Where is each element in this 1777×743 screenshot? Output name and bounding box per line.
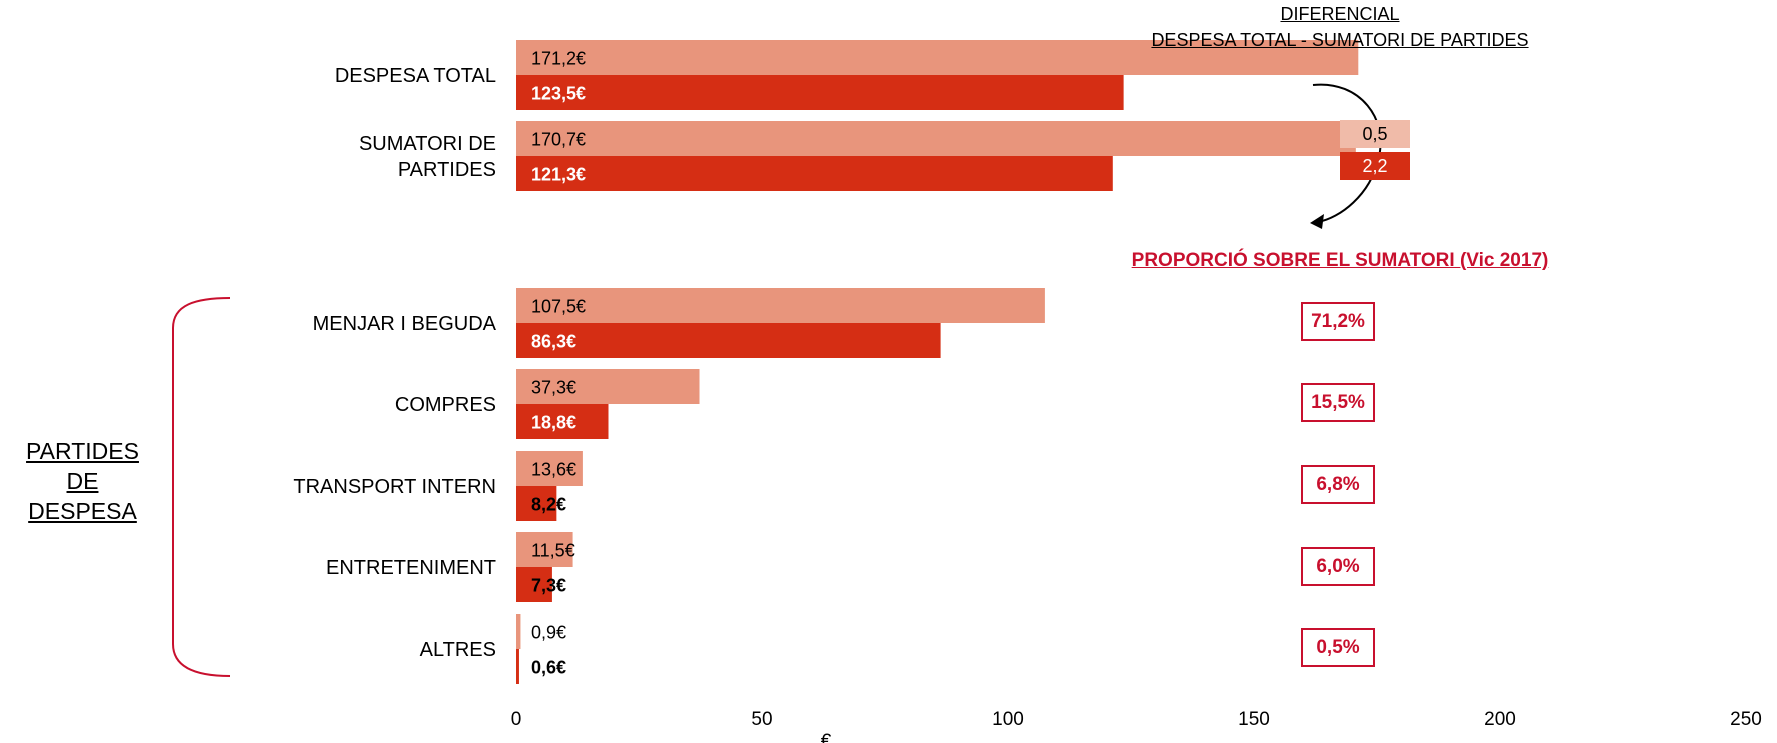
- data-label-3-series-2: 18,8€: [531, 413, 576, 433]
- bar-4-series-2: [516, 486, 557, 521]
- category-label-3: COMPRES: [395, 394, 496, 416]
- x-tick-label-150: 150: [1238, 709, 1270, 730]
- data-label-1-series-2: 121,3€: [531, 165, 586, 185]
- data-label-6-series-2: 0,6€: [531, 658, 566, 678]
- category-label-2: MENJAR I BEGUDA: [313, 313, 497, 335]
- x-tick-label-0: 0: [511, 709, 522, 730]
- x-tick-label-100: 100: [992, 709, 1024, 730]
- x-tick-label-250: 250: [1730, 709, 1762, 730]
- bar-0-series-2: [516, 75, 1124, 110]
- data-label-1-series-1: 170,7€: [531, 130, 586, 150]
- differential-title-2: DESPESA TOTAL - SUMATORI DE PARTIDES: [1151, 30, 1529, 50]
- data-label-6-series-1: 0,9€: [531, 623, 566, 643]
- proportion-value-altres: 0,5%: [1301, 628, 1375, 667]
- proportion-value-transport: 6,8%: [1301, 465, 1375, 504]
- differential-arrow-head: [1310, 214, 1324, 229]
- bar-0-series-1: [516, 40, 1359, 75]
- proportion-value-menjar: 71,2%: [1301, 302, 1375, 341]
- bar-2-series-1: [516, 288, 1045, 323]
- x-tick-label-50: 50: [751, 709, 772, 730]
- category-label-1-line1: SUMATORI DE: [359, 133, 496, 155]
- data-label-0-series-1: 171,2€: [531, 49, 586, 69]
- data-label-3-series-1: 37,3€: [531, 378, 576, 398]
- category-label-6: ALTRES: [420, 639, 496, 661]
- x-tick-label-200: 200: [1484, 709, 1516, 730]
- bar-1-series-2: [516, 156, 1113, 191]
- bar-5-series-1: [516, 532, 573, 567]
- category-label-0: DESPESA TOTAL: [335, 65, 496, 87]
- bar-3-series-1: [516, 369, 700, 404]
- data-label-4-series-1: 13,6€: [531, 460, 576, 480]
- x-axis-label: €: [821, 731, 832, 743]
- proportion-value-entreteniment: 6,0%: [1301, 547, 1375, 586]
- group-label-line1: PARTIDES: [26, 438, 139, 464]
- category-label-5: ENTRETENIMENT: [326, 557, 496, 579]
- data-label-0-series-2: 123,5€: [531, 84, 586, 104]
- bar-4-series-1: [516, 451, 583, 486]
- category-label-1-line2: PARTIDES: [398, 159, 496, 181]
- group-label: PARTIDES DE DESPESA: [10, 436, 155, 526]
- differential-title-1: DIFERENCIAL: [1280, 4, 1400, 24]
- proportion-value-compres: 15,5%: [1301, 383, 1375, 422]
- group-bracket: [172, 297, 231, 677]
- proportion-title: PROPORCIÓ SOBRE EL SUMATORI (Vic 2017): [1131, 250, 1549, 271]
- differential-value-1: 0,5: [1340, 120, 1410, 148]
- data-label-5-series-1: 11,5€: [531, 541, 575, 561]
- bar-2-series-2: [516, 323, 941, 358]
- bar-3-series-2: [516, 404, 609, 439]
- data-label-4-series-2: 8,2€: [531, 495, 566, 515]
- data-label-2-series-1: 107,5€: [531, 297, 586, 317]
- category-label-4: TRANSPORT INTERN: [293, 476, 496, 498]
- data-label-5-series-2: 7,3€: [531, 576, 566, 596]
- differential-value-2: 2,2: [1340, 152, 1410, 180]
- bar-5-series-2: [516, 567, 552, 602]
- data-label-2-series-2: 86,3€: [531, 332, 576, 352]
- bar-1-series-1: [516, 121, 1356, 156]
- group-label-line2: DE DESPESA: [28, 468, 137, 524]
- bar-6-series-2: [516, 649, 519, 684]
- bar-6-series-1: [516, 614, 521, 649]
